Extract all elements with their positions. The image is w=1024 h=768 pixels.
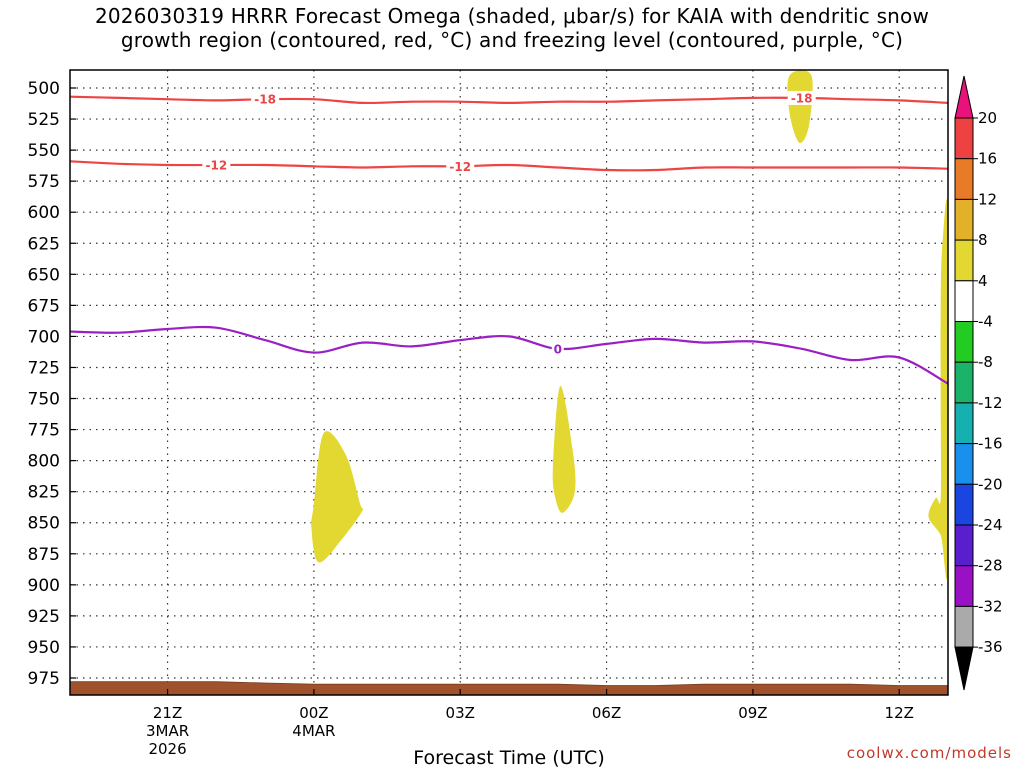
y-tick-label: 850	[28, 514, 60, 534]
y-tick-label: 750	[28, 390, 60, 410]
colorbar-segment	[954, 443, 974, 485]
y-tick-label: 675	[28, 296, 60, 316]
contour-label: -18	[791, 91, 813, 105]
y-tick-label: 975	[28, 669, 60, 689]
colorbar-segment	[954, 158, 974, 200]
colorbar: 20 16 12 8 4 -4 -8 -12 -16 -20 -24 -28 -32 -36	[954, 75, 1003, 691]
colorbar-segment	[954, 605, 974, 648]
colorbar-label: 16	[978, 150, 997, 168]
y-tick-label: 775	[28, 421, 60, 441]
colorbar-label: 8	[978, 231, 988, 249]
colorbar-segment	[954, 402, 974, 445]
omega-region	[787, 70, 813, 143]
contour-label-bg	[251, 92, 280, 107]
temperature-contours: -18 -18 -12 -12 0	[69, 90, 949, 385]
chart-title: 2026030319 HRRR Forecast Omega (shaded, …	[0, 4, 1024, 52]
y-tick-label: 525	[28, 110, 60, 130]
y-axis: 500 525 550 575 600 625 650 675 700 725 750 775 800 8…	[28, 79, 76, 689]
y-tick-label: 725	[28, 358, 60, 378]
y-tick-label: 925	[28, 607, 60, 627]
colorbar-label: 20	[978, 109, 997, 127]
title-line-2: growth region (contoured, red, °C) and f…	[120, 28, 904, 52]
y-tick-label: 600	[28, 203, 60, 223]
x-tick-label: 06Z	[592, 704, 621, 722]
colorbar-segment	[954, 361, 974, 404]
y-tick-label: 625	[28, 234, 60, 254]
colorbar-segment	[954, 321, 974, 363]
contour-label: -12	[449, 160, 471, 174]
x-tick-label: 00Z	[299, 704, 328, 722]
y-tick-label: 900	[28, 576, 60, 596]
contour-label-bg	[202, 158, 231, 173]
x-tick-label: 12Z	[885, 704, 914, 722]
y-tick-label: 575	[28, 172, 60, 192]
y-tick-label: 700	[28, 327, 60, 347]
colorbar-segment	[954, 565, 974, 607]
y-tick-label: 950	[28, 638, 60, 658]
omega-region	[552, 385, 576, 513]
colorbar-bottom-arrow	[954, 646, 974, 691]
x-tick-sublabel: 2026	[148, 740, 186, 758]
contour-label: 0	[554, 342, 562, 356]
colorbar-top-arrow	[954, 75, 974, 119]
colorbar-label: -4	[978, 313, 993, 331]
colorbar-segment	[954, 280, 974, 322]
y-tick-label: 650	[28, 265, 60, 285]
colorbar-segment	[954, 524, 974, 567]
colorbar-label: -24	[978, 516, 1003, 534]
y-tick-label: 875	[28, 545, 60, 565]
plot-background	[70, 70, 948, 695]
contour-label: -12	[205, 159, 227, 173]
x-axis-title: Forecast Time (UTC)	[413, 747, 604, 768]
ground-surface	[69, 681, 949, 696]
colorbar-label: -36	[978, 638, 1003, 656]
colorbar-label: -16	[978, 435, 1003, 453]
colorbar-label: 4	[978, 272, 988, 290]
contour-label-bg	[551, 341, 564, 356]
contour-label: -18	[254, 93, 276, 107]
y-tick-label: 550	[28, 141, 60, 161]
omega-region	[928, 199, 948, 580]
plot-frame	[69, 69, 949, 696]
colorbar-label: -8	[978, 353, 993, 371]
x-tick-sublabel: 4MAR	[292, 722, 335, 740]
x-tick-sublabel: 3MAR	[146, 722, 189, 740]
y-tick-label: 800	[28, 452, 60, 472]
colorbar-label: -28	[978, 557, 1003, 575]
ground-fill	[69, 681, 949, 696]
x-tick-label: 09Z	[738, 704, 767, 722]
y-tick-label: 825	[28, 483, 60, 503]
grid-lines	[70, 70, 948, 695]
colorbar-label: -12	[978, 394, 1003, 412]
contour-line	[69, 325, 949, 385]
colorbar-label: -32	[978, 597, 1003, 615]
colorbar-label: -20	[978, 475, 1003, 493]
title-line-1: 2026030319 HRRR Forecast Omega (shaded, …	[94, 4, 930, 28]
colorbar-segment	[954, 198, 974, 241]
colorbar-segment	[954, 117, 974, 160]
x-tick-label: 21Z	[153, 704, 182, 722]
credit-text: coolwx.com/models	[846, 744, 1012, 762]
colorbar-segment	[954, 239, 974, 282]
omega-shading	[311, 70, 948, 580]
x-tick-label: 03Z	[446, 704, 475, 722]
contour-label-bg	[787, 90, 816, 105]
y-tick-label: 500	[28, 79, 60, 99]
colorbar-label: 12	[978, 190, 997, 208]
colorbar-segment	[954, 483, 974, 526]
contour-label-bg	[446, 159, 475, 174]
omega-region	[311, 431, 364, 563]
